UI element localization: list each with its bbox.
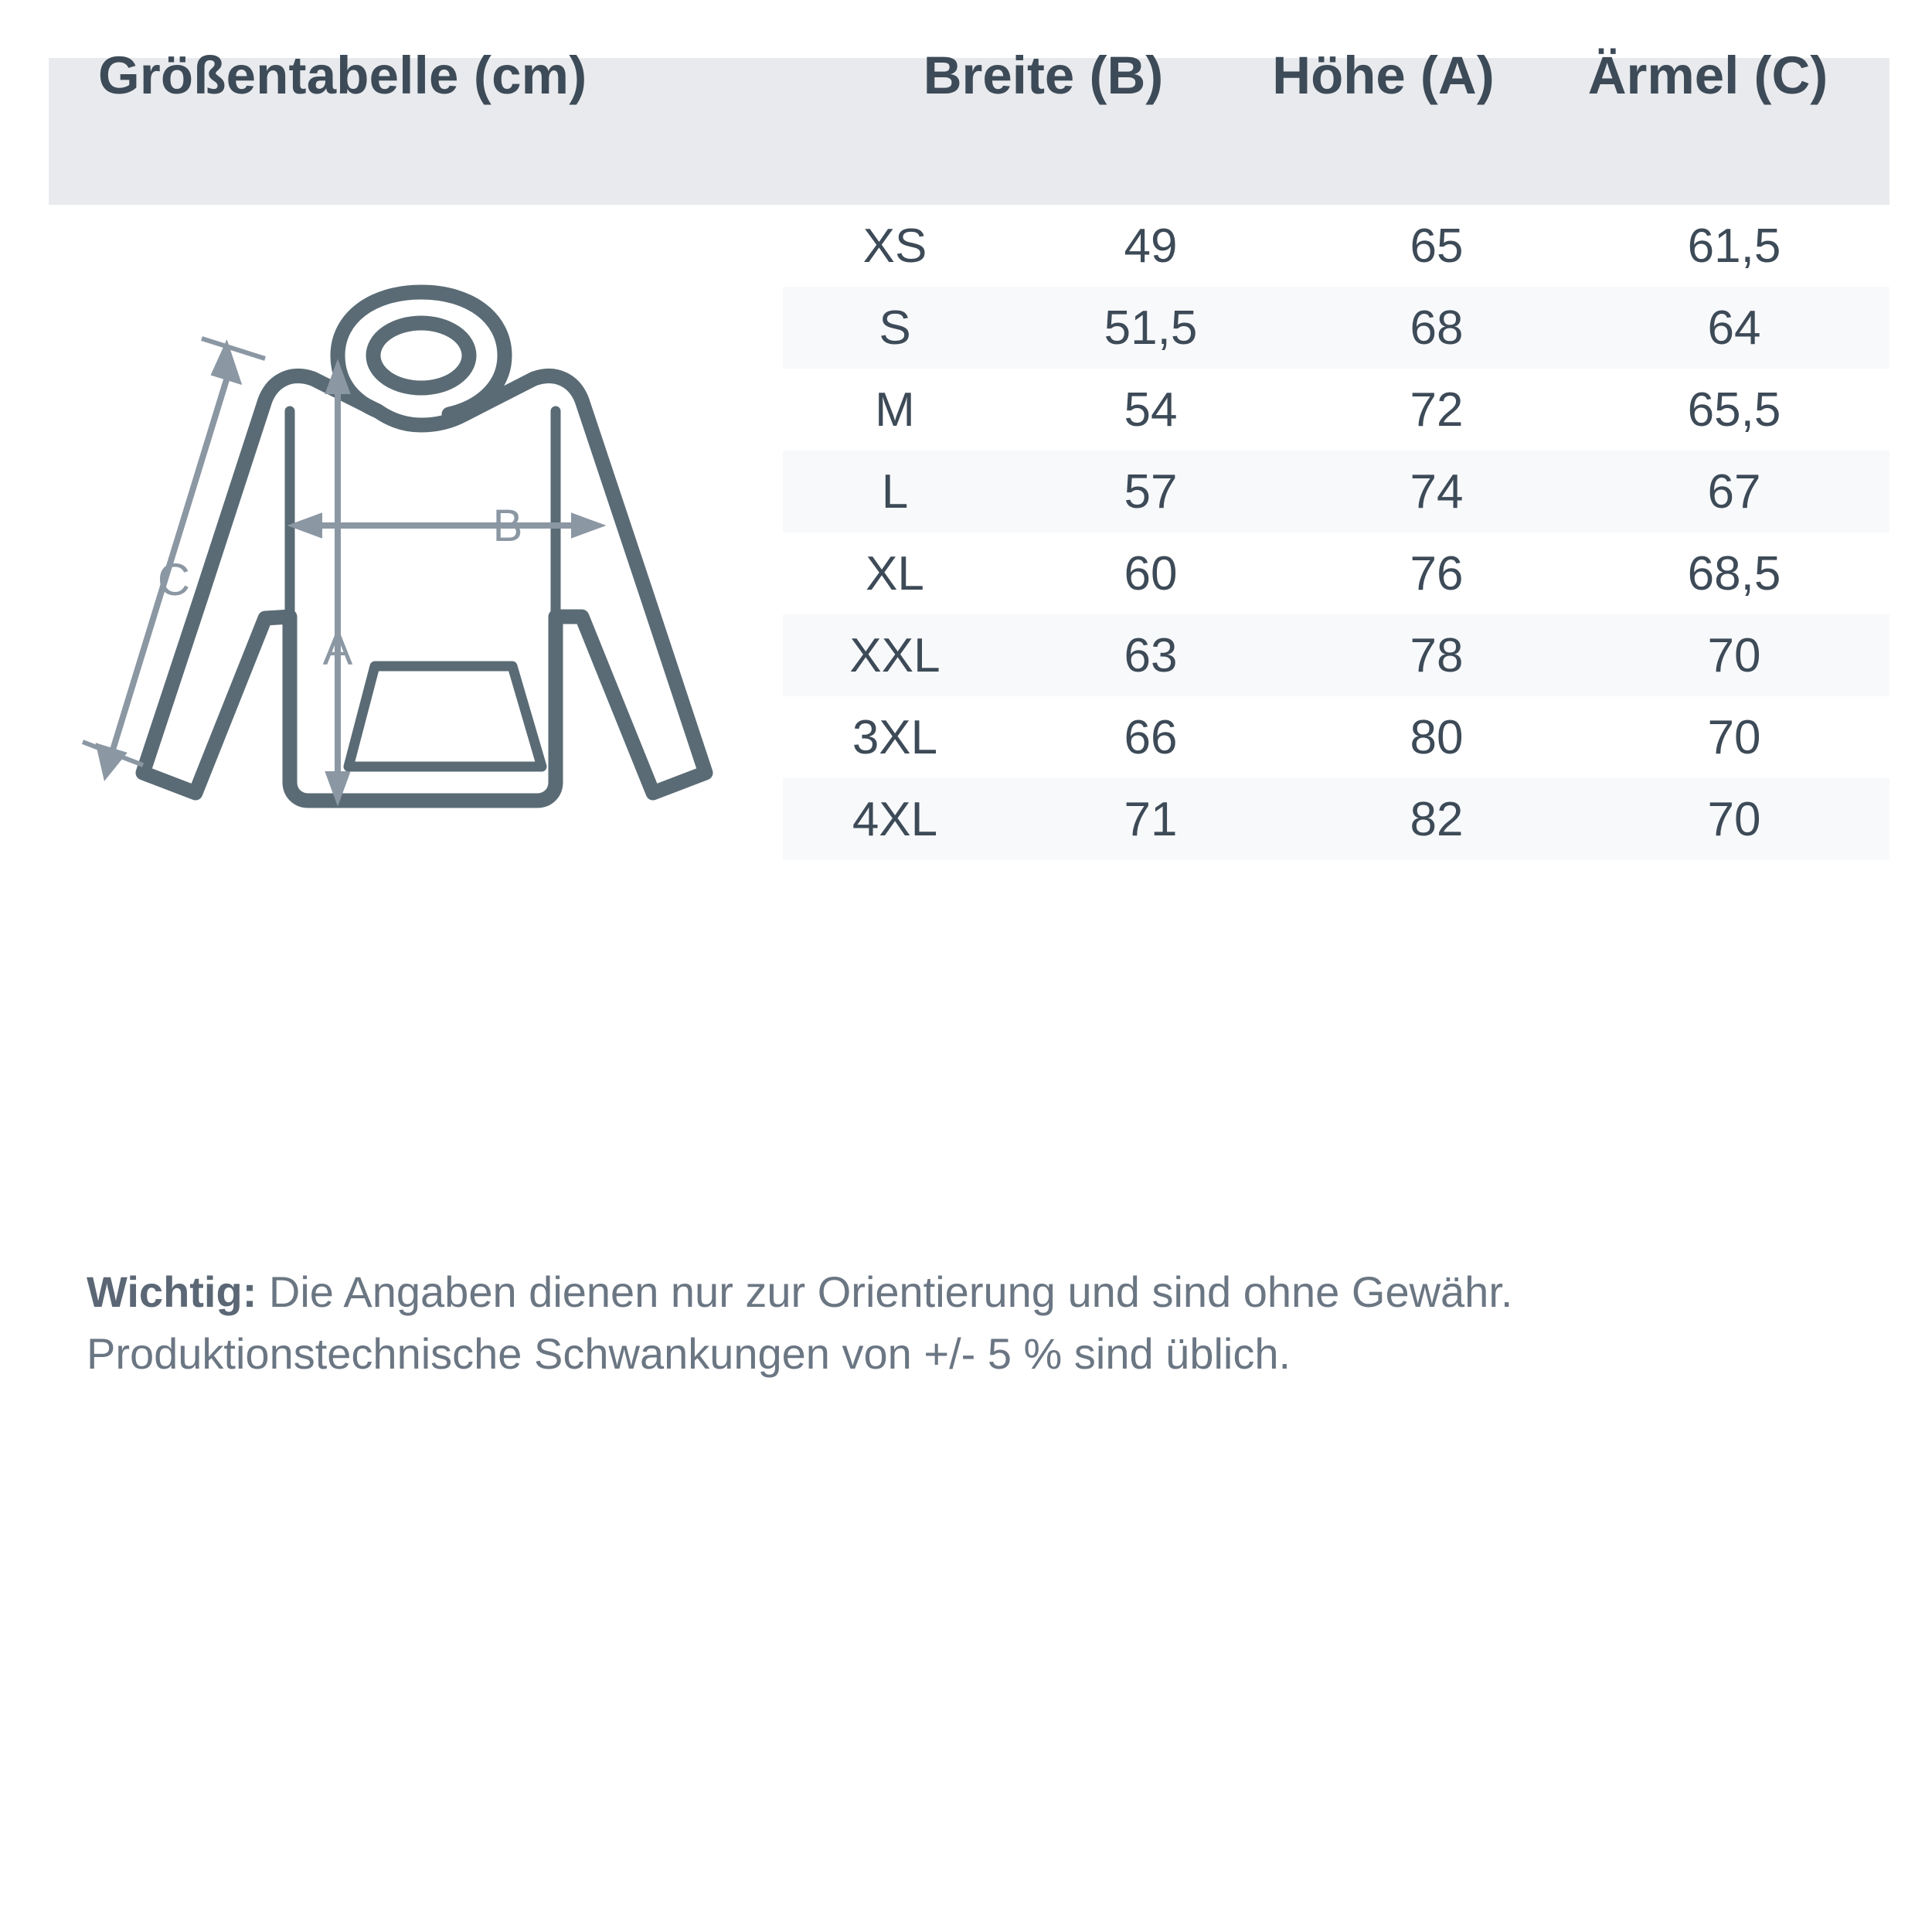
cell-aermel: 64: [1707, 301, 1761, 355]
disclaimer-emphasis: Wichtig:: [87, 1267, 257, 1316]
table-row: S 51,5 68 64: [783, 287, 1889, 369]
cell-breite: 63: [1124, 628, 1178, 682]
table-row: XS 49 65 61,5: [783, 205, 1889, 287]
cell-hoehe: 82: [1410, 792, 1464, 846]
cell-aermel: 70: [1707, 792, 1761, 846]
dimension-label-b: B: [493, 501, 523, 551]
cell-breite: 71: [1124, 792, 1178, 846]
table-row: 4XL 71 82 70: [783, 778, 1889, 860]
cell-hoehe: 65: [1410, 219, 1464, 273]
cell-size: XL: [866, 546, 924, 600]
cell-hoehe: 76: [1410, 546, 1464, 600]
cell-size: L: [881, 464, 909, 519]
dimension-label-c: C: [158, 555, 190, 605]
cell-breite: 49: [1124, 219, 1178, 273]
header-band: [49, 58, 1889, 205]
cell-aermel: 68,5: [1687, 546, 1781, 600]
dimension-line-c: [107, 363, 234, 759]
arrow-head-a-bottom: [325, 771, 351, 807]
cell-size: 3XL: [852, 710, 938, 764]
arrow-head-b-left: [287, 512, 322, 539]
cell-size: XXL: [849, 628, 940, 682]
table-row: M 54 72 65,5: [783, 369, 1889, 451]
column-header-hoehe: Höhe (A): [1272, 46, 1495, 105]
cell-aermel: 70: [1707, 628, 1761, 682]
column-header-breite: Breite (B): [923, 46, 1164, 105]
cell-hoehe: 78: [1410, 628, 1464, 682]
table-row: XXL 63 78 70: [783, 614, 1889, 696]
cell-breite: 54: [1124, 383, 1178, 437]
page-title: Größentabelle (cm): [98, 46, 587, 105]
disclaimer-line-1: Die Angaben dienen nur zur Orientierung …: [257, 1267, 1513, 1316]
hoodie-diagram: A B C: [66, 232, 777, 850]
dimension-label-a: A: [323, 624, 353, 675]
cell-size: 4XL: [852, 792, 938, 846]
table-row: L 57 74 67: [783, 451, 1889, 532]
disclaimer-line-2: Produktionstechnische Schwankungen von +…: [87, 1328, 1291, 1378]
column-headers: Breite (B) Höhe (A) Ärmel (C): [866, 45, 1870, 107]
size-table: XS 49 65 61,5 S 51,5 68 64 M 54 72 65,5 …: [783, 205, 1889, 860]
cell-breite: 57: [1124, 464, 1178, 519]
cell-aermel: 67: [1707, 464, 1761, 519]
cell-hoehe: 80: [1410, 710, 1464, 764]
dimension-tick-c-bottom: [81, 740, 145, 767]
cell-breite: 51,5: [1104, 301, 1198, 355]
table-row: XL 60 76 68,5: [783, 532, 1889, 614]
dimension-tick-c-top: [201, 336, 266, 361]
cell-aermel: 70: [1707, 710, 1761, 764]
cell-breite: 60: [1124, 546, 1178, 600]
arrow-head-b-right: [571, 512, 607, 539]
table-row: 3XL 66 80 70: [783, 696, 1889, 778]
cell-size: S: [879, 301, 911, 355]
cell-size: XS: [862, 219, 927, 273]
cell-size: M: [875, 383, 915, 437]
cell-hoehe: 74: [1410, 464, 1464, 519]
arrow-head-c-top: [210, 339, 243, 386]
cell-hoehe: 68: [1410, 301, 1464, 355]
column-header-aermel: Ärmel (C): [1587, 46, 1828, 105]
kangaroo-pocket-icon: [343, 661, 547, 772]
cell-breite: 66: [1124, 710, 1178, 764]
disclaimer-note: Wichtig: Die Angaben dienen nur zur Orie…: [87, 1261, 1864, 1384]
cell-aermel: 61,5: [1687, 219, 1781, 273]
cell-aermel: 65,5: [1687, 383, 1781, 437]
arrow-head-a-top: [325, 359, 351, 394]
dimension-lines: [81, 336, 607, 807]
cell-hoehe: 72: [1410, 383, 1464, 437]
